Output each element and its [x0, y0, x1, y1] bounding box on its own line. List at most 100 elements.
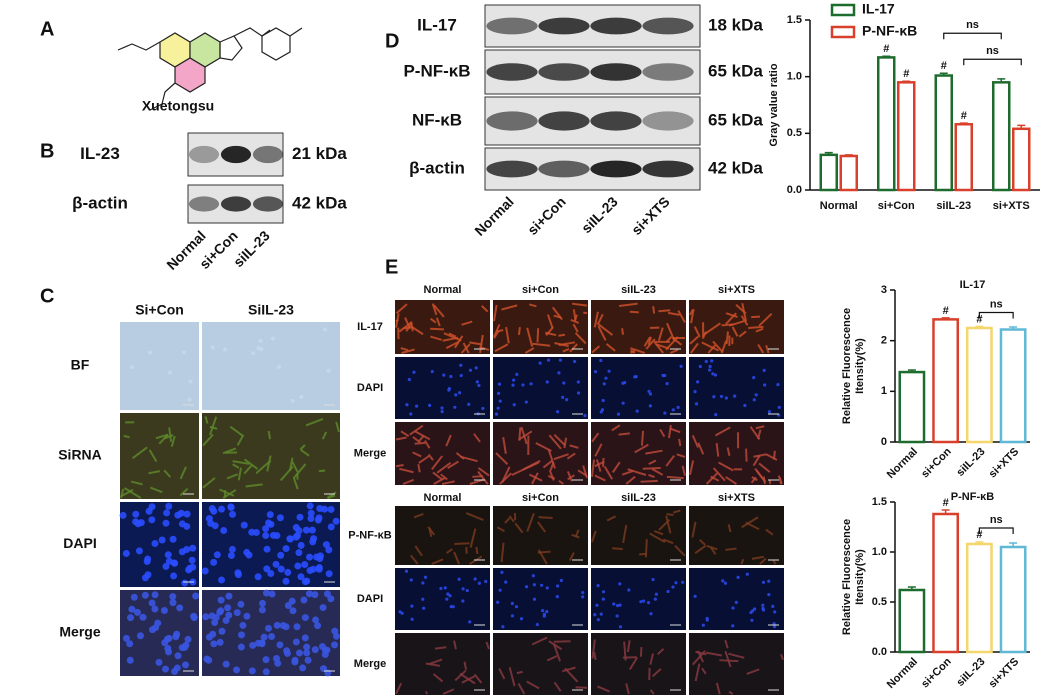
- cell: [536, 328, 540, 343]
- cell: [779, 653, 784, 661]
- cell: [430, 317, 437, 324]
- cell: [689, 308, 694, 316]
- nucleus: [224, 604, 232, 612]
- nucleus: [182, 641, 190, 649]
- cell: [473, 673, 483, 684]
- micrograph: [395, 568, 490, 630]
- nucleus: [286, 535, 294, 543]
- nucleus: [276, 514, 284, 522]
- nucleus: [535, 622, 539, 627]
- cell: [496, 526, 505, 533]
- nucleus: [223, 347, 228, 352]
- cell: [434, 646, 447, 650]
- nucleus: [559, 578, 563, 583]
- cell: [758, 462, 771, 473]
- error-bar: [997, 78, 1006, 83]
- nucleus: [612, 602, 616, 606]
- cell: [477, 467, 490, 477]
- cell: [493, 304, 498, 322]
- nucleus: [409, 412, 413, 416]
- nucleus: [561, 395, 565, 399]
- cell: [712, 340, 724, 353]
- nucleus: [311, 646, 319, 654]
- nucleus: [698, 364, 702, 369]
- y-axis-label: Itensity(%): [854, 338, 866, 394]
- nucleus: [752, 398, 756, 402]
- cell: [558, 333, 566, 337]
- error-bar: [844, 154, 853, 156]
- cell: [435, 317, 441, 327]
- nucleus: [501, 625, 505, 629]
- nucleus: [467, 402, 471, 406]
- nucleus: [601, 590, 606, 594]
- nucleus: [616, 412, 621, 416]
- nucleus: [220, 527, 228, 535]
- lane-label: siIL-23: [578, 193, 621, 236]
- cell: [553, 453, 569, 461]
- cell: [724, 650, 732, 668]
- blot-band: [188, 145, 220, 164]
- y-tick-label: 1: [881, 385, 887, 397]
- nucleus: [453, 405, 457, 409]
- bar: [992, 81, 1011, 192]
- cell: [567, 471, 573, 482]
- cell: [759, 557, 767, 565]
- cell: [552, 643, 562, 662]
- panel-label: E: [385, 256, 398, 278]
- cell: [699, 539, 707, 546]
- cell: [547, 449, 556, 469]
- cell: [715, 682, 721, 695]
- blot-band: [642, 160, 694, 178]
- nucleus: [538, 361, 542, 365]
- nucleus: [332, 517, 340, 525]
- nucleus: [254, 639, 262, 647]
- cell: [511, 466, 530, 476]
- nucleus: [654, 592, 658, 596]
- nucleus: [410, 617, 414, 621]
- cell: [652, 306, 656, 314]
- nucleus: [210, 507, 218, 515]
- bar: [954, 123, 973, 192]
- cell: [453, 551, 461, 565]
- nucleus: [188, 556, 196, 564]
- error-bar: [1017, 124, 1026, 129]
- cell: [501, 304, 518, 311]
- nucleus: [279, 622, 287, 630]
- bar: [898, 588, 926, 654]
- cell: [666, 322, 676, 341]
- cell: [219, 488, 235, 497]
- cell: [569, 343, 578, 353]
- cell: [710, 475, 720, 482]
- bracket: [978, 311, 1014, 319]
- cell: [594, 474, 606, 482]
- cell: [648, 473, 655, 479]
- cell: [689, 460, 695, 476]
- nucleus: [405, 403, 409, 407]
- nucleus: [301, 561, 309, 569]
- cell: [431, 303, 438, 316]
- significance-mark: #: [961, 110, 967, 122]
- cell: [425, 690, 429, 695]
- micrograph: [689, 357, 784, 419]
- nucleus: [465, 588, 469, 593]
- cell: [630, 347, 646, 354]
- y-tick-label: 0.0: [787, 184, 802, 196]
- micrograph: [591, 357, 686, 419]
- nucleus: [252, 528, 260, 536]
- error-bar: [959, 122, 968, 125]
- nucleus: [649, 612, 653, 616]
- nucleus: [174, 652, 182, 660]
- lane-label: siIL-23: [230, 227, 273, 270]
- cell: [709, 546, 717, 555]
- nucleus: [249, 641, 257, 649]
- cell: [728, 320, 745, 327]
- nucleus: [459, 363, 463, 367]
- size-label: 42 kDa: [292, 193, 347, 212]
- cell: [618, 432, 630, 436]
- cell: [740, 558, 745, 565]
- nucleus: [165, 502, 173, 510]
- cell: [431, 455, 444, 470]
- column-header: SiIL-23: [248, 302, 294, 318]
- micrograph: [493, 568, 588, 630]
- cell: [591, 530, 597, 543]
